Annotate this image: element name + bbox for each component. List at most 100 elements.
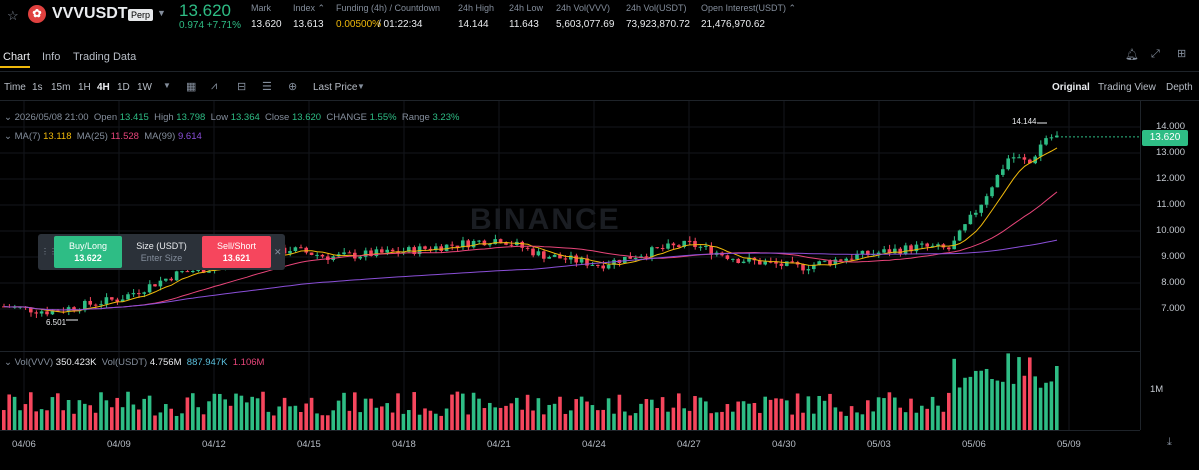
buy-label: Buy/Long bbox=[68, 241, 108, 251]
candle-body bbox=[947, 247, 951, 250]
interval-15m[interactable]: 15m bbox=[51, 82, 71, 93]
indicator-chart-icon[interactable]: ⩘ bbox=[211, 80, 218, 92]
legend-range-label: Range bbox=[401, 112, 430, 123]
volume-bar bbox=[385, 403, 389, 430]
ticker-header: ☆ ✿ VVVUSDT Perp ▼ 13.620 0.974 +7.71% M… bbox=[0, 0, 1199, 42]
volume-bar bbox=[482, 408, 487, 430]
volume-bar bbox=[412, 392, 416, 430]
volume-bar bbox=[407, 410, 411, 430]
volume-bar bbox=[88, 405, 92, 430]
interval-4h[interactable]: 4H bbox=[97, 82, 110, 93]
candle-body bbox=[466, 240, 470, 248]
ma7-value: 13.118 bbox=[43, 131, 72, 142]
tab-chart[interactable]: Chart bbox=[3, 51, 30, 63]
layout-grid-icon[interactable]: ⊞ bbox=[1177, 48, 1187, 60]
volume-bar bbox=[423, 408, 427, 430]
volume-bar bbox=[596, 410, 600, 430]
price-source-select[interactable]: Last Price bbox=[313, 82, 358, 93]
candle-body bbox=[434, 246, 438, 251]
candle-body bbox=[968, 214, 973, 225]
candle-body bbox=[207, 270, 211, 273]
high-low-markers bbox=[66, 122, 1140, 321]
candle-body bbox=[957, 230, 962, 241]
volume-bar bbox=[380, 406, 384, 430]
volume-bar bbox=[417, 414, 422, 430]
expand-icon[interactable]: ⤢ bbox=[1151, 48, 1160, 60]
interval-1h[interactable]: 1H bbox=[78, 82, 91, 93]
volume-bar bbox=[898, 407, 902, 430]
time-label[interactable]: Time bbox=[4, 82, 26, 93]
candle-body bbox=[1017, 157, 1021, 159]
volume-bar bbox=[968, 376, 973, 430]
scroll-to-latest-icon[interactable]: ⤓ bbox=[1167, 436, 1172, 448]
candle-body bbox=[142, 292, 146, 294]
price-source-dropdown-icon[interactable]: ▼ bbox=[357, 82, 365, 91]
volume-bar bbox=[806, 396, 811, 430]
tab-trading-data[interactable]: Trading Data bbox=[73, 51, 137, 63]
volume-bar bbox=[795, 393, 800, 430]
volume-bar bbox=[137, 409, 141, 430]
candle-body bbox=[34, 312, 38, 314]
candle-body bbox=[93, 304, 98, 306]
tab-info[interactable]: Info bbox=[42, 51, 61, 63]
volume-bar bbox=[83, 403, 87, 430]
stat-value-index: 13.613 bbox=[293, 19, 324, 30]
symbol-dropdown-caret-icon[interactable]: ▼ bbox=[157, 8, 166, 18]
candle-body bbox=[320, 254, 325, 257]
candle-body bbox=[644, 256, 649, 258]
interval-1s[interactable]: 1s bbox=[32, 82, 43, 93]
alert-bell-icon[interactable]: 🔔︎ bbox=[1125, 49, 1139, 61]
sell-short-button[interactable]: Sell/Short 13.621 bbox=[202, 236, 271, 268]
price-tick: 7.000 bbox=[1161, 303, 1185, 314]
volume-bar bbox=[1011, 383, 1016, 430]
size-field[interactable]: Size (USDT) Enter Size bbox=[122, 236, 201, 268]
candle-body bbox=[299, 247, 303, 249]
close-icon[interactable]: ✕ bbox=[274, 247, 282, 257]
volume-bar bbox=[234, 393, 238, 430]
volume-bar bbox=[666, 411, 670, 430]
settings-sliders-icon[interactable]: ☰ bbox=[262, 81, 272, 93]
calendar-icon[interactable]: ▦ bbox=[186, 81, 197, 93]
collapse-chevron-icon[interactable]: ⌄ bbox=[4, 131, 12, 142]
volume-bar bbox=[563, 413, 568, 430]
ma99-line bbox=[3, 239, 1058, 311]
candle-body bbox=[326, 256, 330, 261]
volume-bar bbox=[304, 403, 308, 430]
stat-label-index[interactable]: Index ⌃ bbox=[293, 3, 326, 13]
vol-usdt-value: 4.756M bbox=[149, 357, 182, 368]
candle-body bbox=[687, 240, 692, 242]
candle-body bbox=[709, 245, 713, 255]
view-trading-view[interactable]: Trading View bbox=[1098, 82, 1156, 93]
volume-bar bbox=[342, 392, 346, 430]
candle-body bbox=[191, 271, 195, 273]
candle-body bbox=[455, 245, 460, 248]
candle-body bbox=[855, 254, 859, 260]
buy-long-button[interactable]: Buy/Long 13.622 bbox=[54, 236, 122, 268]
volume-bar bbox=[536, 398, 541, 430]
collapse-chevron-icon[interactable]: ⌄ bbox=[4, 112, 12, 123]
stat-label-mark: Mark bbox=[251, 3, 271, 13]
view-depth[interactable]: Depth bbox=[1166, 82, 1193, 93]
favorite-star-icon[interactable]: ☆ bbox=[7, 8, 19, 23]
collapse-chevron-icon[interactable]: ⌄ bbox=[4, 357, 12, 368]
candle-body bbox=[725, 255, 730, 259]
volume-bar bbox=[147, 395, 152, 430]
candle-body bbox=[536, 251, 541, 256]
view-original[interactable]: Original bbox=[1052, 82, 1090, 93]
candle-body bbox=[407, 247, 411, 252]
volume-bar bbox=[12, 396, 17, 430]
interval-1d[interactable]: 1D bbox=[117, 82, 130, 93]
volume-bar bbox=[77, 400, 82, 430]
size-input-placeholder[interactable]: Enter Size bbox=[140, 253, 183, 263]
interval-dropdown-icon[interactable]: ▼ bbox=[163, 81, 171, 90]
candle-body bbox=[99, 304, 103, 306]
drag-handle-icon[interactable]: ⋮⋮ bbox=[41, 247, 57, 256]
interval-1w[interactable]: 1W bbox=[137, 82, 152, 93]
chart-type-icon[interactable]: ⊟ bbox=[237, 81, 247, 93]
stat-label-open-interest[interactable]: Open Interest(USDT) ⌃ bbox=[701, 3, 797, 13]
candle-body bbox=[704, 245, 708, 247]
volume-bar bbox=[822, 400, 827, 430]
price-tick: 8.000 bbox=[1161, 277, 1185, 288]
add-indicator-icon[interactable]: ⊕ bbox=[288, 81, 298, 93]
symbol-name[interactable]: VVVUSDT bbox=[52, 5, 128, 22]
